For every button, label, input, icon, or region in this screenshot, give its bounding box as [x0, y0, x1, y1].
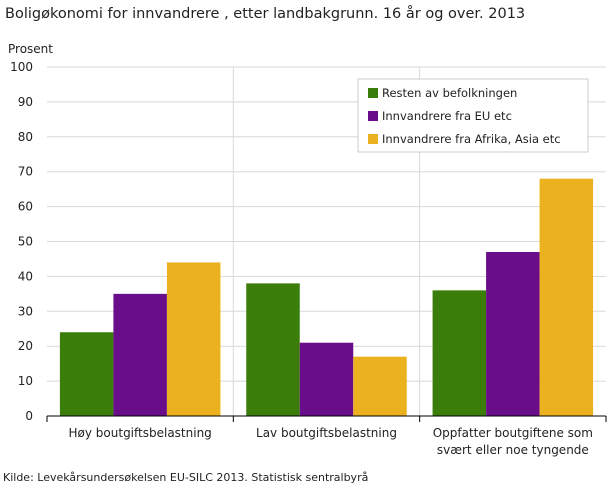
source-note: Kilde: Levekårsundersøkelsen EU-SILC 201… [3, 471, 369, 484]
y-tick-label: 80 [18, 130, 33, 144]
bar-1-3 [432, 290, 487, 416]
legend-swatch [368, 88, 378, 98]
bar-2-1 [113, 293, 167, 416]
y-tick-label: 50 [18, 235, 33, 249]
x-category-label: Høy boutgiftsbelastning [69, 426, 212, 440]
legend-label: Innvandrere fra Afrika, Asia etc [382, 132, 561, 146]
y-tick-label: 100 [10, 60, 33, 74]
bars [59, 178, 594, 416]
legend-swatch [368, 134, 378, 144]
y-tick-label: 40 [18, 269, 33, 283]
bar-2-2 [299, 342, 354, 416]
y-tick-label: 60 [18, 200, 33, 214]
x-category-label: Lav boutgiftsbelastning [256, 426, 397, 440]
x-category-labels: Høy boutgiftsbelastning Lav boutgiftsbela… [69, 426, 593, 457]
legend-label: Innvandrere fra EU etc [382, 109, 512, 123]
y-tick-label: 20 [18, 339, 33, 353]
legend-box [357, 78, 589, 153]
bar-3-3 [539, 178, 594, 416]
bar-1-2 [246, 283, 300, 416]
legend-swatch [368, 111, 378, 121]
bar-2-3 [486, 251, 540, 416]
y-tick-label: 90 [18, 95, 33, 109]
bar-3-2 [353, 356, 407, 416]
y-tick-label: 10 [18, 374, 33, 388]
y-tick-label: 70 [18, 165, 33, 179]
legend-label: Resten av befolkningen [382, 86, 517, 100]
axes [46, 415, 607, 422]
x-category-label: Oppfatter boutgiftene som [433, 426, 593, 440]
y-axis-label: Prosent [8, 42, 53, 56]
x-category-label: svært eller noe tyngende [437, 443, 589, 457]
y-tick-label: 0 [25, 409, 33, 423]
y-tick-labels: 0 10 20 30 40 50 60 70 80 90 100 [10, 60, 33, 423]
bar-3-1 [166, 262, 221, 416]
bar-1-1 [59, 332, 114, 416]
y-tick-label: 30 [18, 304, 33, 318]
chart-title: Boligøkonomi for innvandrere , etter lan… [5, 6, 526, 22]
legend: Resten av befolkningen Innvandrere fra EU… [357, 78, 589, 153]
